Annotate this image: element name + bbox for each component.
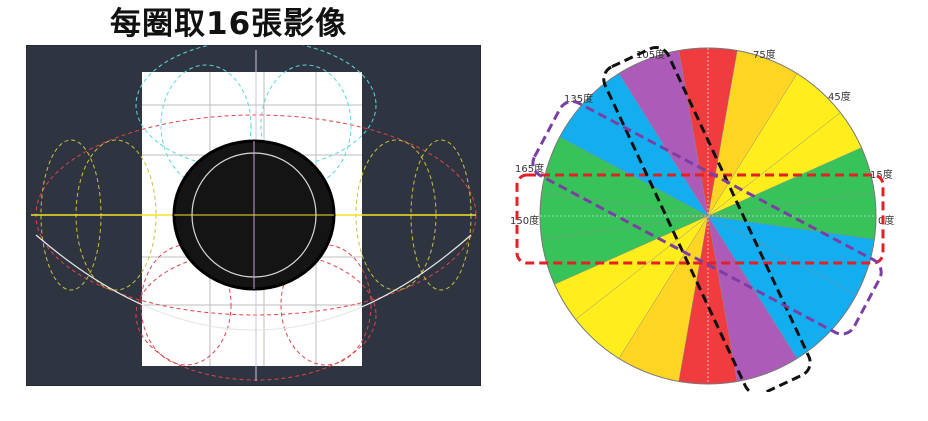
label-150deg: 150度: [510, 214, 539, 227]
color-wedges: [539, 47, 877, 385]
label-135deg: 135度: [564, 92, 593, 105]
label-0deg: 0度: [878, 214, 894, 227]
black-frame: [602, 46, 812, 392]
label-75deg: 75度: [753, 48, 776, 61]
capture-preview: [26, 45, 481, 386]
label-15deg: 15度: [870, 168, 893, 181]
red-frame: [515, 173, 885, 265]
purple-frame: [531, 100, 883, 336]
label-45deg: 45度: [828, 90, 851, 103]
lower-arc: [35, 234, 472, 331]
page-title: 每圈取16張影像: [110, 6, 348, 42]
label-165deg: 165度: [515, 162, 544, 175]
angle-wheel-diagram: 0度 15度 45度 75度 105度 135度 165度 150度: [510, 46, 894, 392]
